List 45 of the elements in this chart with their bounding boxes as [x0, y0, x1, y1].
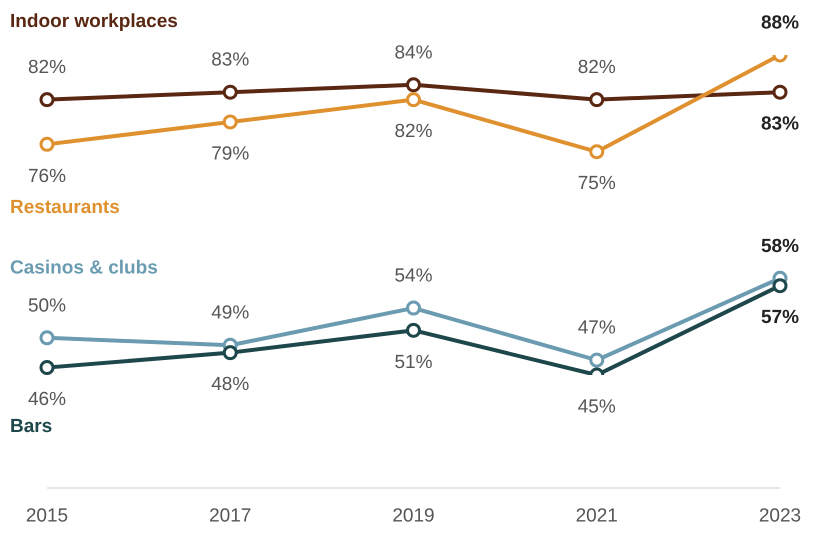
data-label: 54% — [394, 266, 433, 287]
point — [222, 114, 238, 130]
point — [406, 300, 421, 316]
x-tick-label: 2023 — [758, 505, 802, 526]
text: Casinos & clubs — [10, 257, 158, 278]
text: Bars — [10, 416, 52, 438]
data-label: 47% — [578, 318, 616, 339]
data-label: 84% — [394, 42, 433, 64]
point — [772, 84, 788, 100]
point — [406, 77, 421, 92]
point — [40, 92, 54, 108]
point — [772, 278, 788, 294]
point — [40, 360, 54, 375]
point — [222, 84, 238, 100]
data-label: 82% — [578, 57, 616, 78]
data-label: 51% — [394, 352, 433, 373]
point — [40, 136, 54, 152]
data-label: 82% — [394, 121, 433, 142]
x-tick-label: 2021 — [576, 505, 618, 526]
data-label: 75% — [578, 173, 616, 194]
point — [589, 144, 604, 160]
data-label: 45% — [578, 396, 616, 418]
data-label: 50% — [28, 295, 66, 316]
text: Restaurants — [10, 196, 120, 218]
x-tick-label: 2015 — [26, 505, 68, 526]
point — [40, 330, 54, 346]
data-label: 58% — [760, 236, 800, 257]
data-label: 83% — [211, 50, 250, 71]
point — [589, 352, 604, 368]
point — [589, 92, 604, 108]
x-tick-label: 2019 — [392, 505, 435, 526]
point — [222, 345, 238, 360]
data-label: 83% — [760, 114, 800, 135]
data-label: 82% — [28, 57, 66, 78]
data-label: 88% — [760, 12, 800, 34]
data-label: 79% — [211, 143, 250, 164]
data-label: 57% — [760, 307, 800, 328]
text: Indoor workplaces — [10, 11, 178, 32]
data-label: 46% — [28, 389, 66, 410]
data-label: 48% — [211, 374, 250, 396]
data-label: 76% — [28, 166, 66, 187]
data-label: 49% — [211, 302, 250, 324]
point — [406, 92, 421, 108]
x-tick-label: 2017 — [209, 505, 252, 526]
point — [406, 322, 421, 338]
